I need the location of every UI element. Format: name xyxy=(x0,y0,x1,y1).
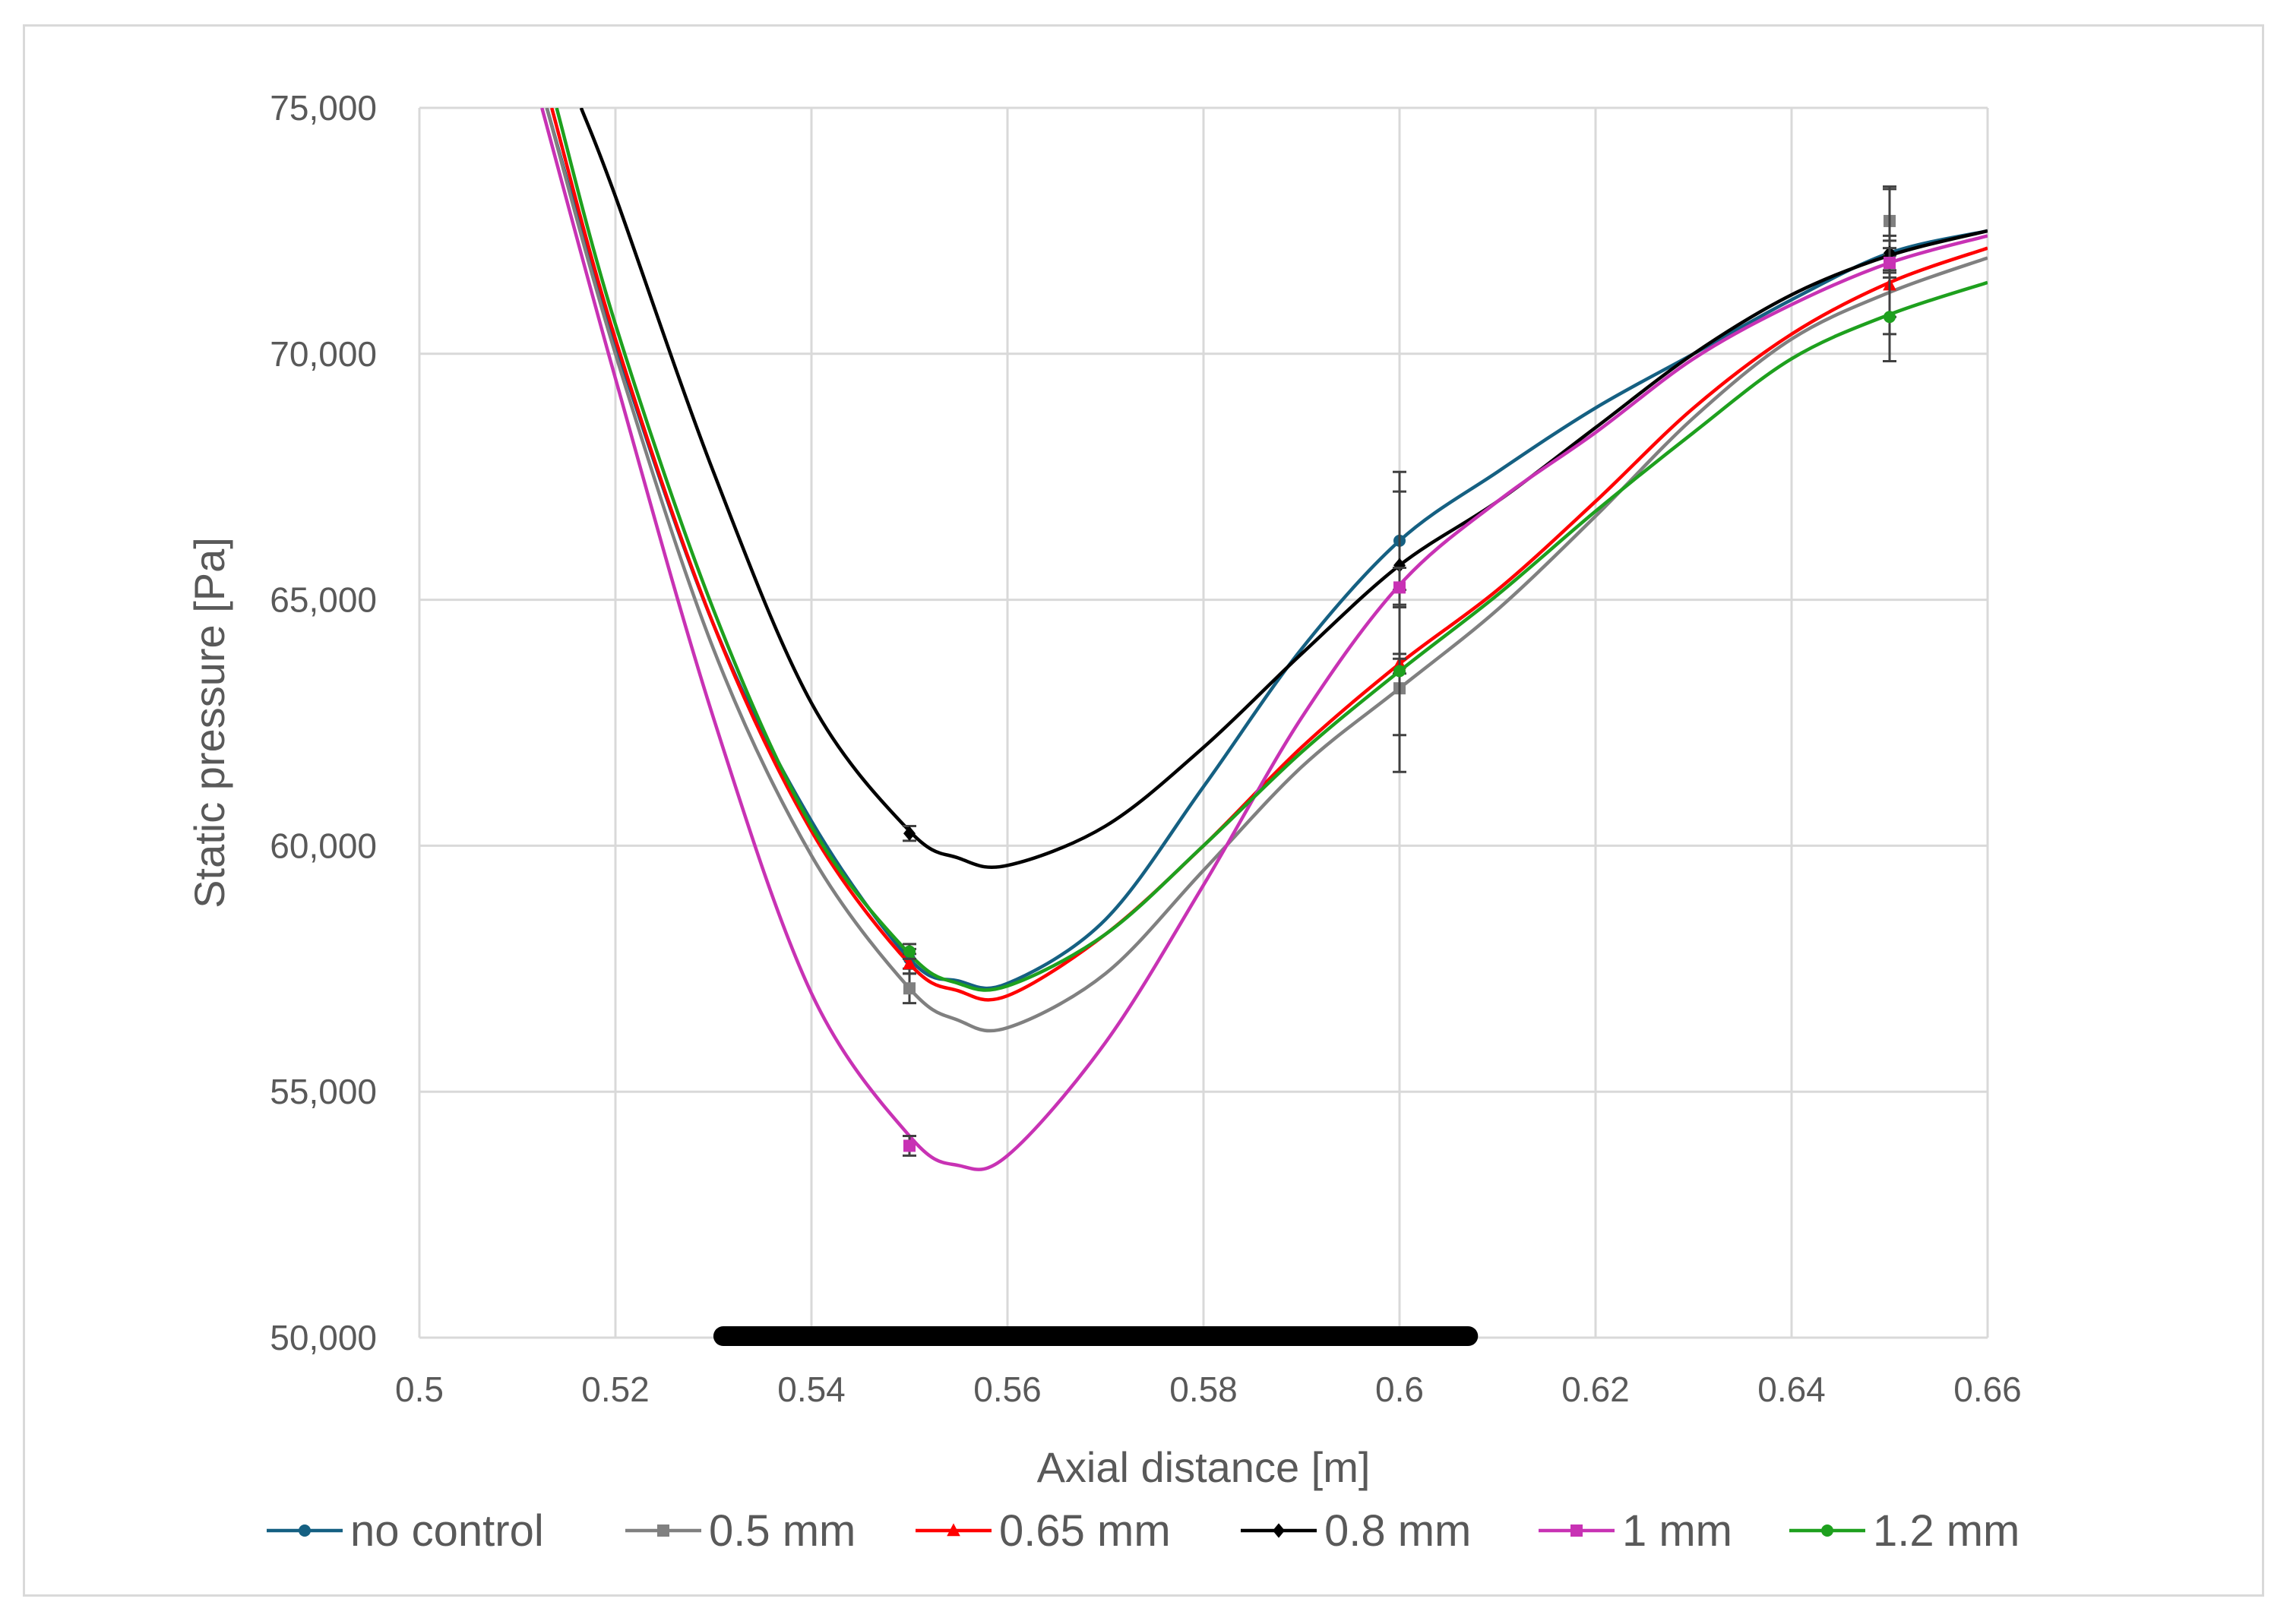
series-layer xyxy=(540,108,1988,1171)
data-point xyxy=(903,945,916,958)
legend-label: 0.5 mm xyxy=(709,1506,856,1556)
y-axis-title: Static pressure [Pa] xyxy=(185,537,233,908)
legend-item-no-control: no control xyxy=(267,1506,544,1556)
chart-frame: 0.5 0.52 0.54 0.56 0.58 0.6 0.62 0.64 0.66 50,00… xyxy=(23,24,2264,1597)
x-tick-label: 0.52 xyxy=(581,1370,650,1409)
series-line xyxy=(555,108,1988,992)
y-tick-label: 50,000 xyxy=(270,1318,377,1357)
x-tick-label: 0.66 xyxy=(1953,1370,2022,1409)
y-tick-label: 65,000 xyxy=(270,580,377,620)
series-line xyxy=(540,108,1988,1171)
legend-item-0.65-mm: 0.65 mm xyxy=(916,1506,1171,1556)
legend-marker xyxy=(1570,1524,1583,1537)
y-tick-label: 75,000 xyxy=(270,88,377,128)
series-line xyxy=(549,108,1988,1002)
legend-label: 0.8 mm xyxy=(1324,1506,1471,1556)
series-1.2-mm xyxy=(555,108,1988,992)
data-point xyxy=(1393,558,1406,573)
data-point xyxy=(903,826,916,841)
series-1-mm xyxy=(540,108,1988,1171)
x-tick-label: 0.56 xyxy=(973,1370,1042,1409)
data-point xyxy=(1884,311,1896,324)
series-line xyxy=(579,108,1988,870)
x-tick-label: 0.54 xyxy=(777,1370,846,1409)
line-chart: 0.5 0.52 0.54 0.56 0.58 0.6 0.62 0.64 0.66 50,00… xyxy=(185,88,2022,1556)
y-tick-label: 70,000 xyxy=(270,334,377,374)
legend-marker xyxy=(299,1524,311,1537)
legend-marker xyxy=(1273,1523,1285,1538)
legend-item-0.8-mm: 0.8 mm xyxy=(1241,1506,1471,1556)
series-line xyxy=(545,108,1988,1033)
data-point xyxy=(1393,665,1406,678)
legend-marker xyxy=(1821,1524,1833,1537)
gridlines xyxy=(418,106,1989,1339)
x-tick-label: 0.58 xyxy=(1169,1370,1238,1409)
x-tick-label: 0.5 xyxy=(395,1370,444,1409)
x-tick-labels: 0.5 0.52 0.54 0.56 0.58 0.6 0.62 0.64 0.66 xyxy=(395,1370,2022,1409)
data-point xyxy=(903,982,916,995)
legend-marker xyxy=(657,1524,669,1537)
y-tick-label: 55,000 xyxy=(270,1072,377,1111)
series-no-control xyxy=(545,108,1988,991)
legend-item-0.5-mm: 0.5 mm xyxy=(625,1506,856,1556)
legend-label: 0.65 mm xyxy=(999,1506,1171,1556)
legend-label: no control xyxy=(350,1506,544,1556)
data-point xyxy=(1393,581,1406,594)
x-tick-label: 0.62 xyxy=(1561,1370,1630,1409)
legend-label: 1 mm xyxy=(1622,1506,1732,1556)
data-point xyxy=(903,956,916,970)
series-0.65-mm xyxy=(549,108,1988,1002)
legend: no control 0.5 mm 0.65 mm 0.8 mm 1 mm 1.2 mm xyxy=(267,1506,2020,1556)
legend-item-1.2-mm: 1.2 mm xyxy=(1789,1506,2020,1556)
legend-label: 1.2 mm xyxy=(1873,1506,2020,1556)
data-point xyxy=(1884,256,1896,269)
x-tick-label: 0.6 xyxy=(1375,1370,1424,1409)
x-tick-label: 0.64 xyxy=(1757,1370,1826,1409)
legend-marker xyxy=(947,1523,960,1537)
series-0.5-mm xyxy=(545,108,1988,1033)
x-axis-title: Axial distance [m] xyxy=(1037,1443,1371,1491)
series-0.8-mm xyxy=(579,108,1988,870)
y-tick-label: 60,000 xyxy=(270,826,377,865)
legend-item-1-mm: 1 mm xyxy=(1539,1506,1732,1556)
series-line xyxy=(545,108,1988,991)
data-point xyxy=(903,1139,916,1152)
y-tick-labels: 50,000 55,000 60,000 65,000 70,000 75,000 xyxy=(270,88,377,1357)
